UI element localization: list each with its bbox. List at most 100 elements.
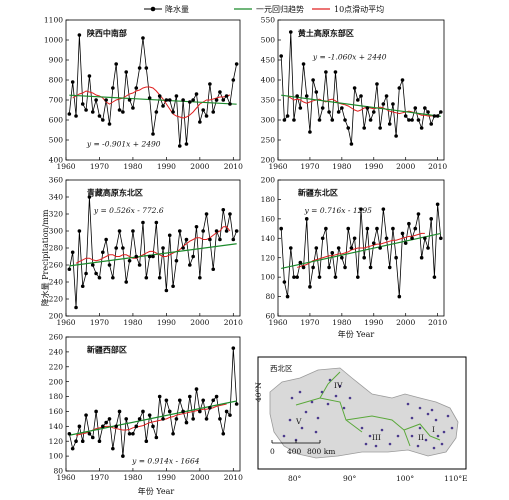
y-tick-label: 60 <box>265 312 275 321</box>
data-point <box>214 98 219 102</box>
data-point <box>111 446 115 451</box>
data-point <box>330 118 335 122</box>
y-tick-label: 120 <box>261 253 276 262</box>
data-point <box>416 118 421 122</box>
data-point <box>387 122 392 126</box>
weather-station-dot <box>416 444 420 448</box>
data-point <box>204 114 209 118</box>
data-point <box>77 424 82 429</box>
data-point <box>84 108 88 112</box>
map-region-iv: IV <box>334 381 343 390</box>
weather-station-dot <box>348 396 352 400</box>
data-point <box>188 263 192 267</box>
data-point <box>121 246 125 250</box>
weather-station-dot <box>418 406 422 410</box>
data-point <box>228 212 232 216</box>
data-point <box>371 241 376 245</box>
y-tick-label: 180 <box>261 195 276 204</box>
data-point <box>234 229 239 233</box>
y-tick-label: 260 <box>49 333 64 342</box>
map-border-line <box>403 423 441 441</box>
weather-station-dot <box>442 430 446 434</box>
series-precip-line <box>280 31 442 145</box>
y-axis-label: 降水量 Precipitation/mm <box>40 209 50 306</box>
data-point <box>101 250 105 255</box>
y-tick-label: 300 <box>261 116 276 125</box>
data-point <box>416 212 421 216</box>
y-tick-label: 260 <box>49 261 64 270</box>
data-point <box>228 413 232 417</box>
weather-station-dot <box>446 414 450 418</box>
map-region-i: I <box>432 425 435 434</box>
data-point <box>151 132 155 136</box>
panel-title: 青藏高原东北区 <box>87 188 143 198</box>
data-point <box>346 126 351 130</box>
y-tick-label: 180 <box>49 392 64 401</box>
series-trend-line <box>69 94 237 105</box>
data-point <box>134 254 139 259</box>
data-point <box>114 246 118 250</box>
y-tick-label: 240 <box>49 278 64 287</box>
weather-station-dot <box>334 394 338 398</box>
weather-station-dot <box>320 390 324 394</box>
data-point <box>114 62 118 66</box>
map-border-line <box>295 397 363 433</box>
map-lat-label: 40°N <box>254 382 263 402</box>
x-tick-label: 1990 <box>364 318 383 327</box>
data-point <box>70 250 75 255</box>
y-tick-label: 80 <box>53 467 63 476</box>
weather-station-dot <box>298 390 302 394</box>
data-point <box>288 246 293 250</box>
data-point <box>298 106 303 110</box>
plot-frame <box>277 19 445 161</box>
x-tick-label: 1970 <box>90 162 109 171</box>
trend-equation: y = 0.716x - 1295 <box>304 206 373 215</box>
data-point <box>198 275 202 280</box>
data-point <box>147 96 152 100</box>
x-tick-label: 1980 <box>332 162 351 171</box>
data-point <box>191 98 195 102</box>
data-point <box>67 112 72 116</box>
data-point <box>407 221 411 226</box>
x-tick-label: 1980 <box>332 318 351 327</box>
data-point <box>208 82 212 86</box>
data-point <box>381 207 386 211</box>
x-tick-label: 1990 <box>157 473 176 482</box>
data-point <box>87 195 92 199</box>
map-region-ii: II <box>418 433 424 442</box>
data-point <box>188 394 192 399</box>
data-point <box>157 394 162 399</box>
legend-trend-label: 一元回归趋势 <box>256 4 304 14</box>
data-point <box>371 110 376 114</box>
data-point <box>87 431 92 436</box>
data-point <box>184 142 189 146</box>
data-point <box>288 30 293 34</box>
data-point <box>198 409 202 414</box>
map-title: 西北区 <box>270 364 293 373</box>
y-tick-label: 500 <box>49 136 64 145</box>
series-moving-average <box>75 403 227 436</box>
data-point <box>194 92 199 96</box>
x-tick-label: 1990 <box>364 162 383 171</box>
data-point <box>171 431 175 436</box>
data-point <box>330 251 335 255</box>
x-tick-label: 1960 <box>56 162 75 171</box>
y-tick-label: 300 <box>49 227 64 236</box>
data-point <box>167 409 172 414</box>
data-point <box>104 98 108 102</box>
y-tick-label: 350 <box>261 96 276 105</box>
data-point <box>198 120 202 124</box>
x-tick-label: 1970 <box>90 318 109 327</box>
weather-station-dot <box>450 426 454 430</box>
data-point <box>174 417 179 421</box>
x-tick-label: 1960 <box>268 162 287 171</box>
map-scale-0: 0 <box>270 447 275 456</box>
data-point <box>177 144 182 148</box>
data-point <box>432 275 437 279</box>
chart-panel-xinjiang-ne: 60 80 100 120 140 160 180 200 1960 1970 1980 1990 20… <box>261 176 448 327</box>
map-scale-800: 800 km <box>307 447 335 456</box>
data-point <box>308 285 312 289</box>
data-point <box>181 98 185 102</box>
series-moving-average <box>75 226 231 264</box>
